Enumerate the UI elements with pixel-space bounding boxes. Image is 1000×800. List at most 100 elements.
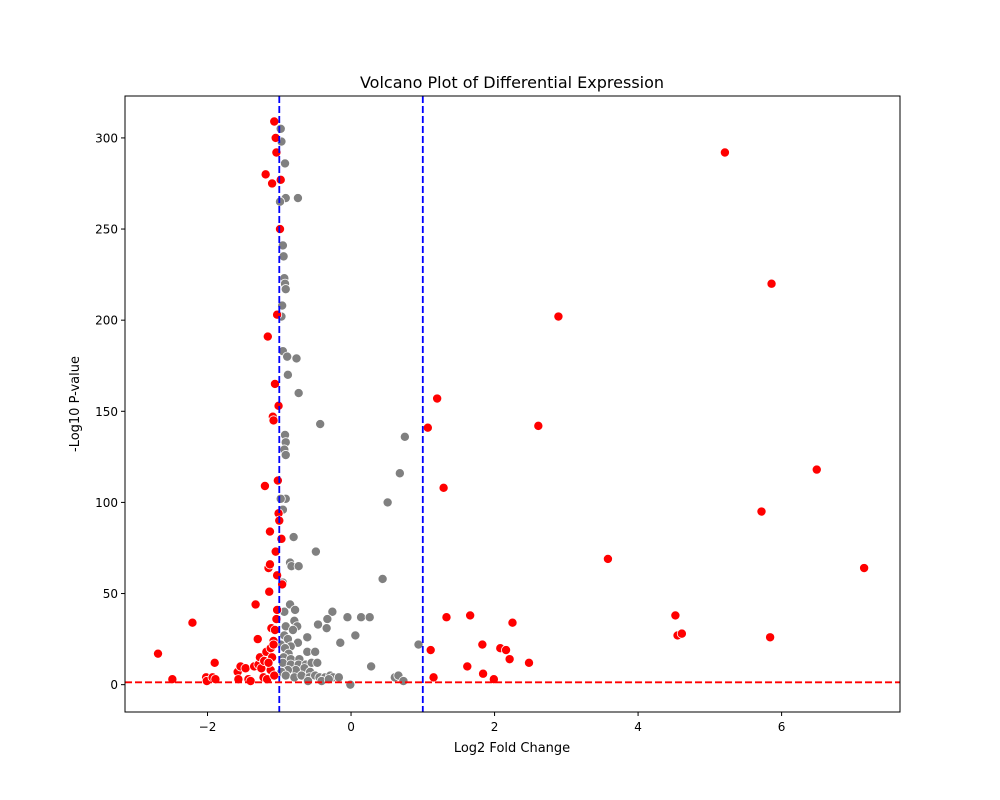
non-significant-point <box>321 623 332 634</box>
significant-point <box>268 415 279 426</box>
non-significant-point <box>275 493 286 504</box>
significant-point <box>272 309 283 320</box>
non-significant-point <box>356 612 367 623</box>
significant-point <box>272 570 283 581</box>
significant-point <box>670 610 681 621</box>
non-significant-point <box>366 661 377 672</box>
significant-point <box>250 599 261 610</box>
significant-point <box>264 586 275 597</box>
significant-point <box>272 604 283 615</box>
x-axis-ticks: −2 0 2 4 6 <box>199 712 786 734</box>
significant-point <box>264 559 275 570</box>
significant-point <box>811 464 822 475</box>
non-significant-point <box>293 388 304 399</box>
significant-point <box>260 169 271 180</box>
non-significant-point <box>293 561 304 572</box>
non-significant-point <box>282 369 293 380</box>
non-significant-point <box>291 353 302 364</box>
non-significant-point <box>310 646 321 657</box>
significant-point <box>602 553 613 564</box>
significant-point <box>209 657 220 668</box>
non-significant-point <box>280 450 291 461</box>
non-significant-point <box>382 497 393 508</box>
significant-point <box>524 657 535 668</box>
non-significant-point <box>394 468 405 479</box>
non-significant-point <box>287 624 298 635</box>
significant-point <box>462 661 473 672</box>
non-significant-point <box>398 676 409 687</box>
x-tick-label: 4 <box>634 720 642 734</box>
significant-point <box>478 668 489 679</box>
y-tick-label: 100 <box>95 496 118 510</box>
non-significant-point <box>413 639 424 650</box>
y-tick-label: 200 <box>95 314 118 328</box>
non-significant-point <box>302 632 313 643</box>
significant-point <box>438 482 449 493</box>
significant-point <box>245 676 256 687</box>
y-tick-label: 0 <box>110 678 118 692</box>
significant-point <box>272 475 283 486</box>
significant-point <box>269 116 280 127</box>
non-significant-point <box>275 123 286 134</box>
x-tick-label: 0 <box>347 720 355 734</box>
x-tick-label: 2 <box>491 720 499 734</box>
non-significant-point <box>313 619 324 630</box>
significant-point <box>269 670 280 681</box>
significant-point <box>765 632 776 643</box>
non-significant-point <box>312 657 323 668</box>
significant-point <box>441 612 452 623</box>
significant-point <box>270 132 281 143</box>
significant-point <box>422 422 433 433</box>
non-significant-point <box>333 672 344 683</box>
y-tick-label: 250 <box>95 223 118 237</box>
plot-area <box>124 95 901 713</box>
non-significant-point <box>302 676 313 687</box>
significant-point <box>240 663 251 674</box>
significant-point <box>269 378 280 389</box>
non-significant-point <box>342 612 353 623</box>
significant-point <box>507 617 518 628</box>
non-significant-point <box>290 604 301 615</box>
y-tick-label: 150 <box>95 405 118 419</box>
significant-point <box>432 393 443 404</box>
significant-point <box>262 331 273 342</box>
significant-point <box>766 278 777 289</box>
significant-point <box>465 610 476 621</box>
significant-point <box>756 506 767 517</box>
chart-title: Volcano Plot of Differential Expression <box>360 73 664 92</box>
y-tick-label: 300 <box>95 131 118 145</box>
significant-point <box>501 645 512 656</box>
non-significant-point <box>288 532 299 543</box>
significant-point <box>428 672 439 683</box>
non-significant-point <box>277 240 288 251</box>
points-layer <box>153 116 870 690</box>
x-tick-label: 6 <box>778 720 786 734</box>
threshold-layer <box>125 96 900 712</box>
significant-point <box>477 639 488 650</box>
non-significant-point <box>280 670 291 681</box>
non-significant-point <box>350 630 361 641</box>
significant-point <box>276 533 287 544</box>
axes-frame <box>124 95 901 713</box>
significant-point <box>267 178 278 189</box>
non-significant-point <box>364 612 375 623</box>
non-significant-point <box>280 284 291 295</box>
significant-point <box>264 526 275 537</box>
significant-point <box>153 648 164 659</box>
non-significant-point <box>399 431 410 442</box>
significant-point <box>553 311 564 322</box>
significant-point <box>268 639 279 650</box>
significant-point <box>676 628 687 639</box>
y-axis-label: -Log10 P-value <box>68 356 83 452</box>
significant-point <box>269 624 280 635</box>
non-significant-point <box>335 637 346 648</box>
significant-point <box>859 563 870 574</box>
non-significant-point <box>327 606 338 617</box>
non-significant-point <box>280 158 291 169</box>
non-significant-point <box>282 351 293 362</box>
significant-point <box>504 654 515 665</box>
significant-point <box>187 617 198 628</box>
non-significant-point <box>315 419 326 430</box>
